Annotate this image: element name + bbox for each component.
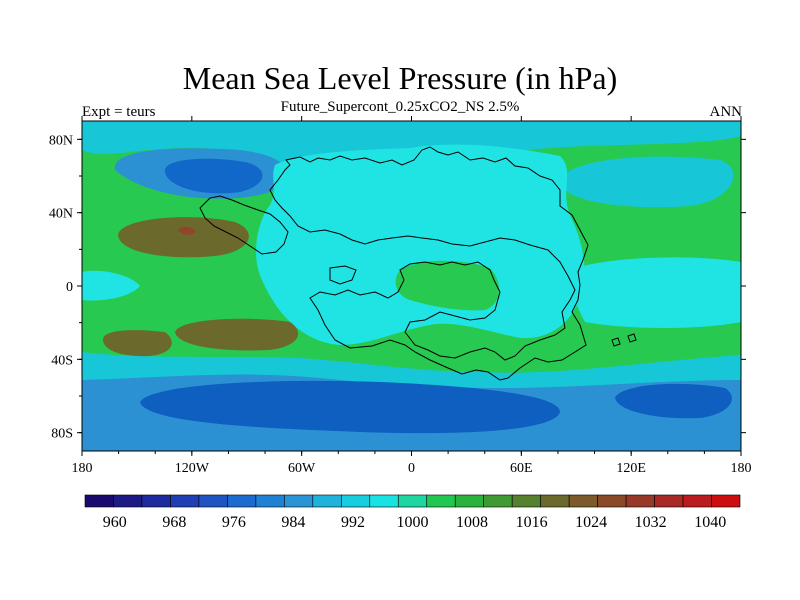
x-tick-label: 60E — [510, 461, 533, 476]
colorbar-swatch — [341, 494, 371, 508]
colorbar-swatch — [483, 494, 513, 508]
x-tick-label: 120W — [175, 461, 210, 476]
southwest-high-left — [102, 330, 172, 357]
south-low-west — [140, 380, 560, 434]
colorbar-swatch — [84, 494, 114, 508]
x-tick-label: 120E — [616, 461, 646, 476]
colorbar-label: 1032 — [635, 514, 667, 531]
colorbar-swatch — [568, 494, 598, 508]
colorbar-label: 960 — [103, 514, 127, 531]
colorbar-swatch — [454, 494, 484, 508]
x-axis: 180 120W 60W 0 60E 120E 180 — [72, 116, 752, 476]
colorbar-swatch — [312, 494, 342, 508]
colorbar-swatch — [113, 494, 143, 508]
season-label: ANN — [709, 104, 743, 120]
colorbar-label: 992 — [341, 514, 365, 531]
y-tick-label: 40S — [51, 353, 73, 368]
colorbar-swatch — [170, 494, 200, 508]
colorbar-swatch — [654, 494, 684, 508]
continent-ocean-inlet — [395, 260, 500, 311]
colorbar-swatch — [369, 494, 399, 508]
colorbar-swatch — [255, 494, 285, 508]
chart-title: Mean Sea Level Pressure (in hPa) — [182, 60, 618, 96]
colorbar-swatch — [426, 494, 456, 508]
continent-interior — [256, 144, 585, 345]
colorbar-label: 968 — [162, 514, 186, 531]
colorbar: 960 968 976 984 992 1000 1008 1016 1024 1032 1040 — [84, 494, 741, 531]
colorbar-swatch — [141, 494, 171, 508]
northwest-high-core — [178, 226, 196, 235]
colorbar-label: 1024 — [575, 514, 607, 531]
south-low-east — [615, 383, 732, 419]
colorbar-swatch — [198, 494, 228, 508]
colorbar-swatch — [227, 494, 257, 508]
y-axis: 80N 40N 0 40S 80S — [49, 133, 746, 442]
colorbar-swatch — [284, 494, 314, 508]
northeast-low-outer — [560, 156, 734, 208]
y-tick-label: 0 — [66, 280, 73, 295]
north-polar-band — [82, 121, 741, 165]
colorbar-label: 1040 — [694, 514, 726, 531]
colorbar-swatch — [625, 494, 655, 508]
colorbar-swatch — [511, 494, 541, 508]
x-tick-label: 180 — [731, 461, 752, 476]
x-tick-label: 60W — [288, 461, 316, 476]
colorbar-label: 976 — [222, 514, 246, 531]
chart-subtitle: Future_Supercont_0.25xCO2_NS 2.5% — [280, 99, 520, 115]
colorbar-swatch — [540, 494, 570, 508]
colorbar-swatch — [711, 494, 741, 508]
colorbar-swatch — [397, 494, 428, 508]
colorbar-label: 984 — [281, 514, 305, 531]
y-tick-label: 40N — [49, 207, 73, 222]
colorbar-label: 1016 — [516, 514, 548, 531]
equatorial-east-band — [573, 257, 741, 328]
colorbar-swatch — [682, 494, 712, 508]
coastline — [199, 146, 637, 381]
y-tick-label: 80S — [51, 427, 73, 442]
x-tick-label: 180 — [72, 461, 93, 476]
y-tick-label: 80N — [49, 133, 73, 148]
colorbar-label: 1008 — [456, 514, 488, 531]
x-tick-label: 0 — [408, 461, 415, 476]
experiment-label: Expt = teurs — [82, 104, 156, 120]
pressure-field — [82, 121, 741, 451]
southwest-high-right — [175, 318, 299, 351]
colorbar-swatch — [597, 494, 627, 508]
equatorial-west-band — [82, 270, 140, 301]
north-low-core — [164, 158, 263, 194]
colorbar-label: 1000 — [397, 514, 429, 531]
